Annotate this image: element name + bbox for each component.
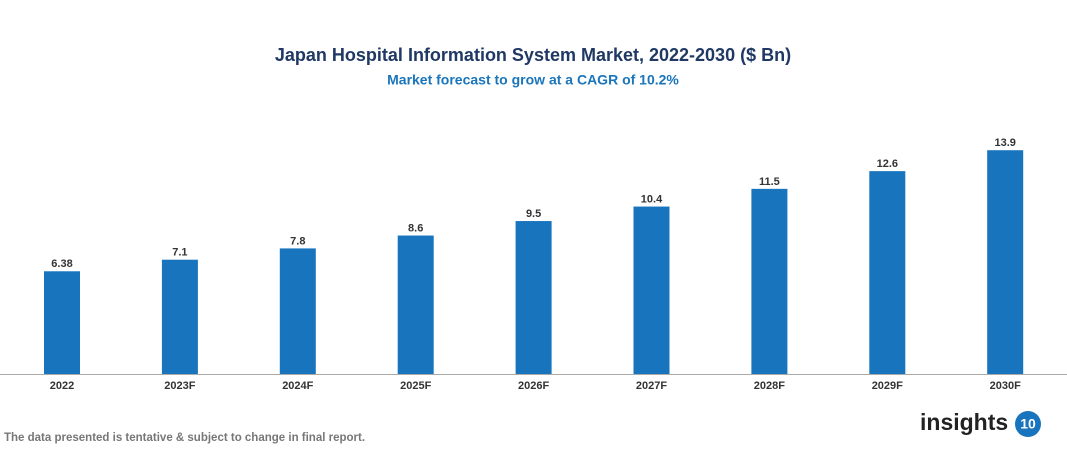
- bar: [751, 188, 788, 374]
- logo-text: insights: [920, 409, 1008, 435]
- x-tick-label: 2024F: [282, 380, 313, 392]
- chart-subtitle: Market forecast to grow at a CAGR of 10.…: [387, 72, 679, 88]
- value-label: 7.1: [172, 247, 187, 259]
- bar: [397, 235, 434, 374]
- value-label: 7.8: [290, 235, 305, 247]
- value-label: 6.38: [51, 258, 72, 270]
- bar: [279, 248, 316, 374]
- x-tick-label: 2022: [50, 380, 74, 392]
- logo-badge: [1015, 411, 1041, 437]
- bar: [633, 206, 670, 374]
- footer-note: The data presented is tentative & subjec…: [4, 432, 365, 444]
- x-tick-label: 2028F: [754, 380, 785, 392]
- x-tick-label: 2025F: [400, 380, 431, 392]
- bar: [869, 171, 906, 374]
- value-label: 11.5: [759, 176, 780, 188]
- x-tick-label: 2023F: [164, 380, 195, 392]
- chart-title: Japan Hospital Information System Market…: [275, 45, 791, 65]
- value-label: 9.5: [526, 208, 541, 220]
- bar: [44, 271, 80, 374]
- logo-number: 10: [1020, 416, 1036, 432]
- x-tick-label: 2029F: [872, 380, 903, 392]
- x-tick-label: 2030F: [990, 380, 1021, 392]
- x-tick-label: 2027F: [636, 380, 667, 392]
- bar: [161, 259, 198, 374]
- bar: [987, 150, 1024, 374]
- bar: [515, 221, 552, 374]
- value-label: 10.4: [641, 193, 663, 205]
- x-tick-label: 2026F: [518, 380, 549, 392]
- value-label: 13.9: [994, 137, 1015, 149]
- value-label: 12.6: [877, 158, 898, 170]
- value-label: 8.6: [408, 222, 423, 234]
